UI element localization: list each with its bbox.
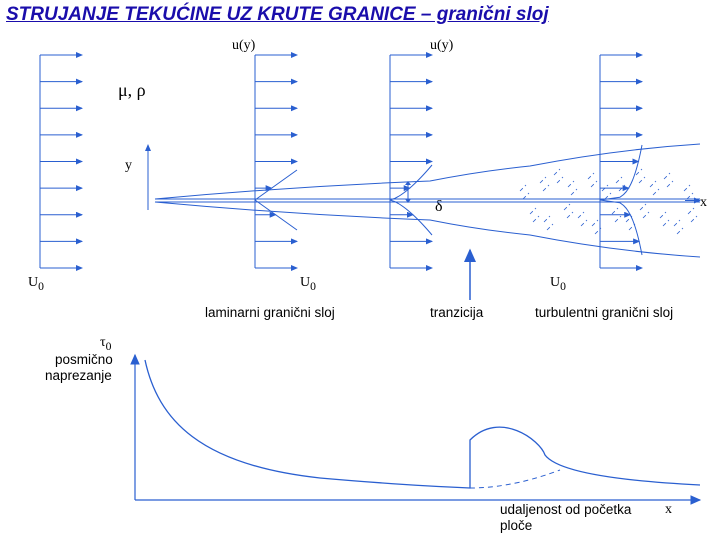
diagram-svg <box>0 0 720 540</box>
